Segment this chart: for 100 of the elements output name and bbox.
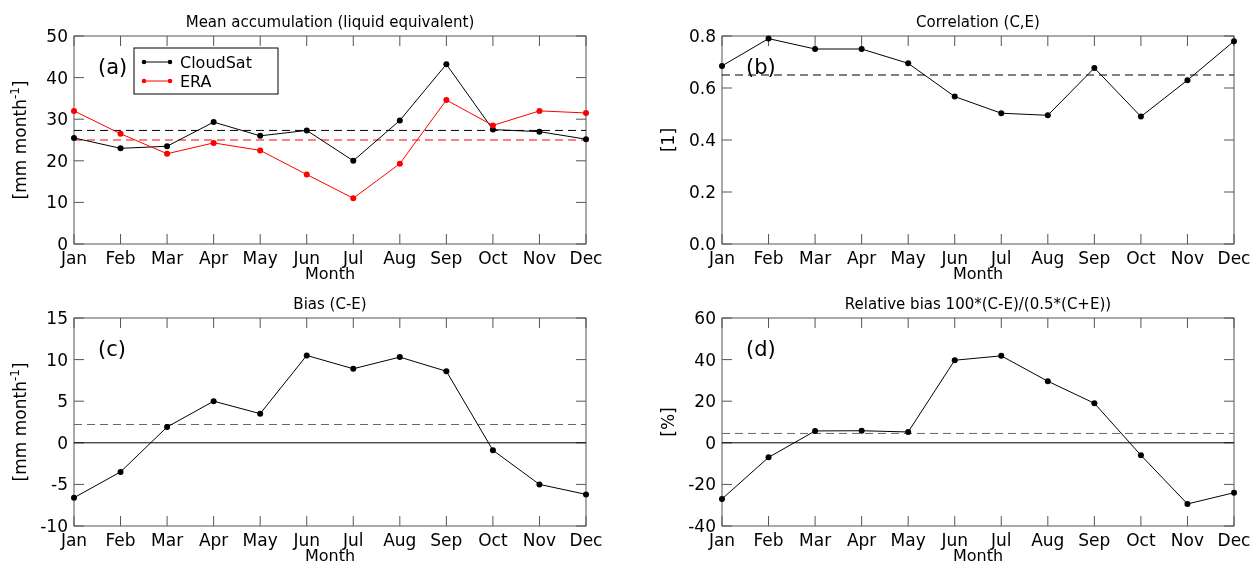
point	[812, 427, 819, 434]
point	[210, 119, 217, 126]
point	[257, 132, 264, 139]
point	[350, 157, 357, 164]
legend-label: CloudSat	[180, 53, 252, 72]
x-tick-label: Sep	[430, 248, 463, 268]
chart-title: Correlation (C,E)	[916, 13, 1040, 31]
point	[303, 127, 310, 134]
point	[1091, 64, 1098, 71]
y-tick-label: 40	[694, 349, 716, 370]
x-tick-label: Mar	[151, 248, 184, 268]
point	[765, 454, 772, 461]
x-tick-label: Jun	[292, 530, 321, 550]
point	[536, 107, 543, 114]
point	[117, 145, 124, 152]
x-tick-label: Apr	[846, 248, 877, 268]
y-tick-label: 20	[46, 150, 68, 171]
y-tick-label: 0	[57, 432, 68, 453]
x-tick-label: May	[890, 248, 926, 268]
y-tick-label: 40	[46, 67, 68, 88]
x-tick-label: Dec	[1217, 248, 1251, 268]
point	[489, 447, 496, 454]
point	[303, 352, 310, 359]
x-tick-label: Dec	[569, 530, 603, 550]
point	[396, 354, 403, 361]
point	[396, 160, 403, 167]
x-tick-label: Oct	[478, 530, 508, 550]
x-tick-label: Sep	[1078, 248, 1111, 268]
point	[71, 134, 77, 141]
y-tick-label: 10	[46, 192, 68, 213]
x-tick-label: Nov	[522, 248, 557, 268]
point	[1137, 452, 1144, 459]
y-tick-label: -20	[688, 474, 716, 495]
point	[998, 110, 1005, 117]
point	[443, 368, 450, 375]
point	[257, 410, 264, 417]
point	[951, 357, 958, 364]
point	[350, 195, 357, 202]
y-tick-label: -5	[51, 474, 68, 495]
x-tick-label: Apr	[198, 248, 229, 268]
point	[489, 122, 496, 129]
y-tick-label: 0.4	[688, 130, 716, 150]
point	[210, 398, 217, 405]
point	[396, 117, 403, 124]
x-tick-label: Sep	[1078, 530, 1111, 550]
chart-title: Bias (C-E)	[293, 295, 367, 313]
point	[812, 46, 819, 52]
x-tick-label: Feb	[105, 248, 136, 268]
point	[765, 35, 772, 42]
point	[350, 365, 357, 372]
point	[719, 62, 725, 69]
x-tick-label: Oct	[1126, 530, 1156, 550]
x-tick-label: Aug	[383, 248, 417, 268]
point	[905, 60, 912, 67]
x-tick-label: Nov	[522, 530, 557, 550]
x-tick-label: Jun	[940, 530, 969, 550]
point	[719, 495, 725, 502]
y-tick-label: 0	[705, 432, 716, 453]
x-tick-label: Feb	[753, 530, 784, 550]
x-tick-label: Aug	[1031, 530, 1065, 550]
y-tick-label: 30	[46, 109, 68, 130]
point	[164, 150, 171, 157]
point	[1137, 113, 1144, 120]
x-tick-label: Aug	[383, 530, 417, 550]
x-tick-label: May	[242, 530, 278, 550]
point	[583, 136, 589, 143]
x-tick-label: Oct	[1126, 248, 1156, 268]
x-tick-label: Jun	[292, 248, 321, 268]
point	[71, 107, 77, 114]
point	[905, 428, 912, 435]
x-tick-label: Apr	[846, 530, 877, 550]
y-tick-label: 10	[46, 349, 68, 370]
point	[583, 109, 589, 116]
point	[443, 97, 450, 104]
point	[1044, 112, 1051, 119]
point	[117, 468, 124, 475]
point	[858, 46, 865, 52]
point	[257, 147, 264, 154]
y-tick-label: 15	[46, 308, 68, 328]
x-tick-label: Feb	[753, 248, 784, 268]
point	[303, 171, 310, 178]
point	[1091, 400, 1098, 407]
x-tick-label: May	[242, 248, 278, 268]
point	[536, 128, 543, 135]
point	[164, 143, 171, 150]
x-tick-label: Jun	[940, 248, 969, 268]
y-tick-label: 60	[694, 308, 716, 328]
y-tick-label: 20	[694, 391, 716, 412]
point	[1184, 500, 1191, 507]
x-tick-label: Nov	[1170, 530, 1205, 550]
annotation: (d)	[746, 337, 776, 361]
point	[583, 491, 589, 498]
point	[71, 494, 77, 501]
point	[210, 139, 217, 146]
annotation: (c)	[98, 337, 126, 361]
chart-title: Mean accumulation (liquid equivalent)	[185, 13, 475, 31]
x-tick-label: Nov	[1170, 248, 1205, 268]
chart-title: Relative bias 100*(C-E)/(0.5*(C+E))	[844, 295, 1112, 313]
y-tick-label: 5	[57, 391, 68, 412]
point	[443, 61, 450, 68]
